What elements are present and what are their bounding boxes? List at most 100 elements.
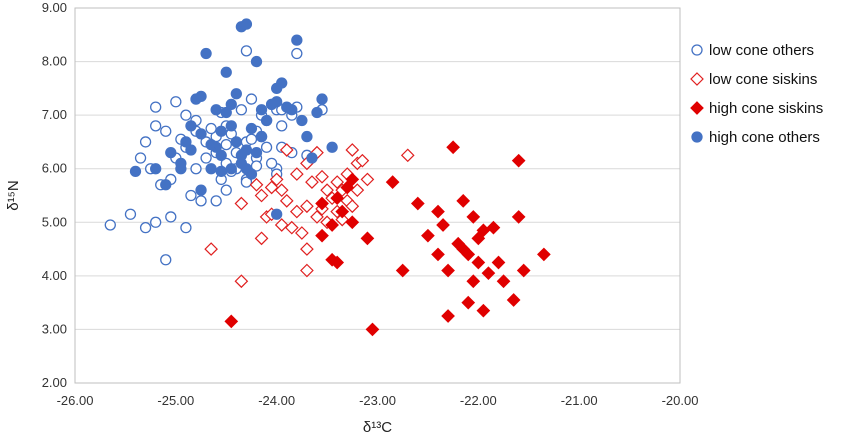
data-point: [255, 130, 268, 143]
x-tick-label: -23.00: [359, 393, 396, 408]
data-point: [279, 143, 294, 157]
data-point: [296, 114, 308, 127]
data-point: [436, 218, 450, 232]
data-point: [315, 228, 329, 243]
data-point: [330, 191, 345, 206]
data-point: [230, 88, 242, 100]
legend-label-0: low cone others: [709, 42, 814, 59]
data-point: [291, 47, 303, 60]
data-point: [491, 255, 506, 270]
data-point: [254, 231, 269, 246]
data-point: [345, 215, 360, 230]
legend-symbol: [691, 44, 703, 56]
data-point: [210, 195, 222, 207]
x-tick-label: -24.00: [258, 393, 295, 408]
data-point: [200, 47, 212, 60]
data-point: [215, 165, 227, 178]
data-point: [165, 211, 177, 223]
data-point: [245, 93, 258, 105]
data-point: [300, 242, 314, 256]
data-point: [537, 247, 551, 262]
data-point: [175, 163, 187, 175]
data-point: [291, 34, 303, 46]
x-axis-tick-labels: -26.00 -25.00 -24.00 -23.00 -22.00 -21.00 -20.…: [57, 393, 699, 408]
data-point: [305, 175, 319, 189]
data-point: [345, 172, 360, 187]
data-point: [274, 218, 289, 232]
data-point: [271, 208, 283, 220]
data-point: [205, 163, 217, 175]
legend-label-1: low cone siskins: [709, 71, 817, 88]
data-point: [269, 172, 284, 187]
data-point: [345, 199, 360, 214]
data-point: [360, 172, 375, 187]
data-point: [345, 143, 360, 157]
x-tick-label: -25.00: [157, 393, 194, 408]
y-tick-label: 6.00: [42, 161, 67, 176]
data-point: [355, 153, 370, 168]
data-point: [235, 104, 248, 116]
data-point: [441, 309, 455, 323]
x-axis-title: δ¹³C: [363, 419, 392, 436]
data-point: [471, 255, 486, 270]
y-tick-label: 2.00: [42, 375, 67, 390]
data-point: [295, 226, 309, 240]
data-point: [185, 189, 197, 202]
data-point: [476, 303, 491, 318]
data-point: [496, 274, 511, 289]
data-point: [220, 106, 232, 119]
data-point: [360, 231, 375, 246]
legend-symbol: [691, 131, 703, 143]
data-point: [180, 109, 192, 121]
data-point: [311, 106, 323, 119]
data-point: [134, 152, 147, 164]
data-point: [224, 314, 239, 329]
series-3: [129, 18, 338, 220]
legend-symbol: [690, 101, 704, 115]
data-point: [220, 184, 232, 196]
data-point: [281, 101, 293, 113]
data-point: [431, 247, 445, 262]
data-point: [215, 149, 227, 161]
data-point: [245, 168, 258, 180]
data-point: [200, 152, 212, 164]
data-point: [400, 148, 415, 163]
data-point: [215, 125, 227, 137]
data-point: [511, 210, 526, 224]
data-point: [316, 93, 328, 105]
data-point: [254, 188, 269, 203]
data-point: [481, 266, 496, 281]
data-point: [249, 177, 264, 192]
data-point: [150, 163, 162, 175]
data-point: [235, 149, 248, 161]
data-point: [245, 133, 258, 145]
data-point: [160, 125, 172, 137]
legend-label-2: high cone siskins: [709, 100, 823, 117]
data-point: [466, 274, 481, 289]
x-tick-label: -22.00: [460, 393, 497, 408]
data-point: [220, 66, 232, 78]
data-point: [315, 169, 329, 184]
data-point: [365, 322, 380, 337]
data-point: [180, 221, 192, 234]
data-point: [250, 55, 263, 68]
data-point: [486, 220, 501, 235]
data-point: [124, 208, 137, 220]
data-point: [421, 228, 435, 243]
data-point: [205, 122, 217, 135]
legend-item-0: low cone others: [691, 42, 814, 59]
data-point: [326, 141, 338, 153]
gridlines: [75, 7, 680, 384]
data-point: [385, 175, 400, 189]
data-point: [195, 128, 207, 140]
data-point: [185, 144, 197, 156]
data-point: [234, 274, 249, 289]
data-point: [325, 252, 339, 267]
series-2: [224, 140, 551, 337]
data-point: [279, 194, 294, 208]
data-point: [225, 163, 237, 175]
data-point: [240, 18, 253, 30]
data-point: [195, 195, 207, 207]
data-point: [466, 210, 481, 224]
